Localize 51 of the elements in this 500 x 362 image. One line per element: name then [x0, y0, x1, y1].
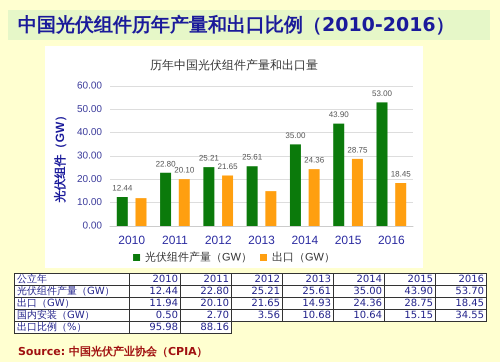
- bar: [308, 169, 320, 226]
- text: 国内安装（GW） 0.50 2.70 3.56 10.68 10.64 15.15 34.55: [17, 310, 484, 321]
- bar: [395, 182, 406, 226]
- data-label: 22.80: [156, 159, 176, 168]
- bar: [135, 198, 146, 226]
- y-tick-label: 60.00: [76, 80, 102, 92]
- data-label: 43.90: [328, 110, 350, 120]
- chart-subtitle: 历年中国光伏组件产量和出口量: [150, 58, 318, 72]
- bar: [222, 175, 234, 226]
- data-label: 20.10: [174, 166, 195, 175]
- bar: [203, 167, 214, 226]
- x-tick-label: 2016: [378, 233, 406, 247]
- legend-label: 出口（GW）: [272, 250, 335, 264]
- bar: [160, 172, 172, 226]
- data-label: 28.75: [347, 145, 368, 154]
- source-note: Source: 中国光伏产业协会（CPIA）: [18, 344, 208, 359]
- data-label: 12.44: [112, 183, 133, 192]
- y-tick-label: 10.00: [76, 197, 102, 208]
- text: 公立年 2010 2011 2012 2013 2014 2015 2016: [17, 274, 484, 285]
- y-tick-label: 50.00: [76, 104, 102, 115]
- y-axis-title: 光伏组件（GW）: [53, 110, 68, 204]
- data-label: 25.21: [198, 154, 220, 163]
- y-tick-label: 20.00: [76, 174, 102, 185]
- data-label: 18.45: [390, 169, 412, 178]
- data-label: 53.00: [372, 88, 393, 98]
- bar: [265, 191, 276, 226]
- y-tick-label: 0.00: [82, 220, 102, 232]
- bar: [178, 179, 190, 226]
- text: 出口比例（%） 95.98 88.16: [17, 322, 229, 333]
- bar: [290, 144, 301, 226]
- legend-label: 光伏组件产量（GW）: [145, 250, 252, 264]
- data-label: 24.36: [304, 156, 325, 165]
- bar: [246, 166, 258, 226]
- data-label: 25.61: [242, 152, 263, 162]
- chart-title: 中国光伏组件历年产量和出口比例（2010-2016）: [8, 10, 490, 40]
- text: 光伏组件产量（GW） 12.44 22.80 25.21 25.61 35.00 43.90 53.70: [17, 286, 484, 297]
- x-tick-label: 2010: [118, 233, 146, 247]
- x-tick-label: 2014: [291, 233, 318, 247]
- x-tick-label: 2011: [162, 233, 188, 247]
- y-tick-label: 30.00: [76, 150, 102, 162]
- data-label: 21.65: [218, 162, 238, 171]
- x-tick-label: 2015: [334, 233, 362, 247]
- bar: [376, 102, 388, 226]
- x-tick-label: 2012: [204, 233, 232, 247]
- bar: [333, 124, 344, 226]
- y-tick-label: 40.00: [76, 127, 102, 138]
- text: 出口（GW） 11.94 20.10 21.65 14.93 24.36 28.75 18.45: [17, 298, 484, 309]
- bar: [352, 158, 363, 226]
- bar: [116, 196, 128, 226]
- data-label: 35.00: [285, 130, 306, 140]
- x-tick-label: 2013: [248, 233, 276, 247]
